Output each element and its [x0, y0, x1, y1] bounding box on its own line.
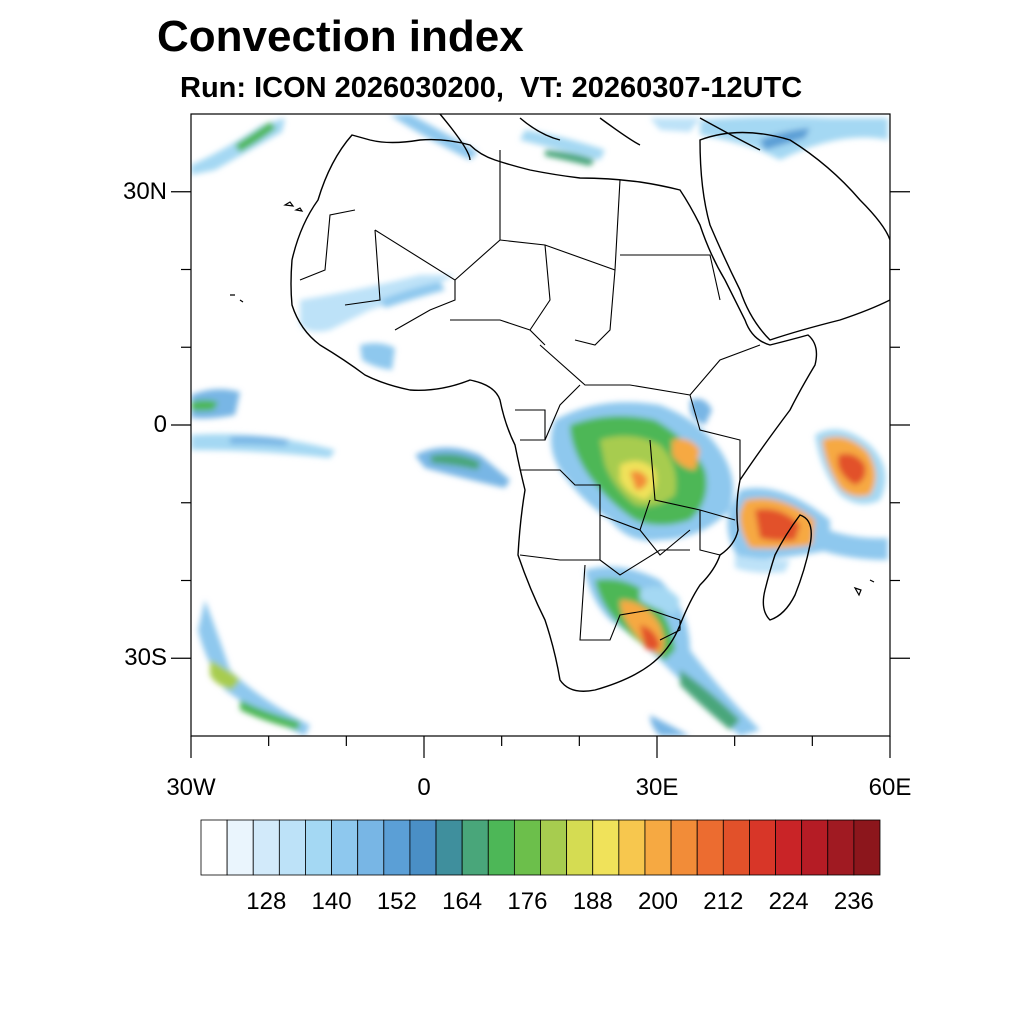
- convection-field: [191, 114, 888, 736]
- colorbar-swatch: [278, 819, 306, 876]
- map-frame: [190, 113, 891, 737]
- colorbar-swatch: [461, 819, 489, 876]
- colorbar-swatch: [513, 819, 541, 876]
- lon-label: 0: [417, 774, 431, 801]
- colorbar-swatch: [383, 819, 411, 876]
- lat-label: 0: [153, 411, 167, 438]
- colorbar-label: 188: [572, 888, 613, 915]
- colorbar-swatch: [801, 819, 829, 876]
- colorbar-swatch: [775, 819, 803, 876]
- colorbar-swatch: [331, 819, 359, 876]
- country-borders: [299, 150, 761, 641]
- colorbar-label: 128: [246, 888, 287, 915]
- colorbar-swatch: [487, 819, 515, 876]
- colorbar-label: 200: [637, 888, 679, 915]
- coastlines: [290, 114, 890, 692]
- islands: [230, 201, 875, 597]
- lon-label: 30E: [635, 774, 679, 801]
- colorbar-swatch: [252, 819, 280, 876]
- colorbar-swatch: [749, 819, 776, 876]
- lon-label: 60E: [868, 774, 912, 801]
- colorbar-swatch: [722, 819, 750, 876]
- colorbar-swatch: [357, 819, 385, 876]
- colorbar-label: 140: [311, 888, 352, 915]
- colorbar-label: 212: [703, 888, 744, 915]
- colorbar-label: 152: [376, 888, 417, 915]
- colorbar-swatch: [409, 819, 437, 876]
- colorbar-swatch: [592, 819, 620, 876]
- map-title: Convection index: [157, 12, 524, 61]
- colorbar-swatch: [226, 819, 254, 876]
- colorbar-swatch: [566, 819, 594, 876]
- colorbar: [200, 819, 881, 876]
- colorbar-label: 164: [442, 888, 483, 915]
- colorbar-swatch: [827, 819, 855, 876]
- colorbar-swatch: [696, 819, 724, 876]
- axis-ticks: [171, 191, 910, 758]
- colorbar-swatch: [670, 819, 698, 876]
- colorbar-swatch: [540, 819, 568, 876]
- colorbar-swatch: [644, 819, 672, 876]
- colorbar-label: 176: [507, 888, 548, 915]
- lat-label: 30N: [122, 177, 167, 205]
- colorbar-label: 224: [768, 888, 809, 915]
- colorbar-swatch: [305, 819, 332, 876]
- colorbar-swatch: [435, 819, 463, 876]
- colorbar-label: 236: [833, 888, 874, 915]
- lon-label: 30W: [166, 774, 216, 801]
- map-subtitle: Run: ICON 2026030200, VT: 20260307-12UTC: [180, 72, 803, 104]
- colorbar-swatch: [618, 819, 646, 876]
- colorbar-swatch: [200, 819, 228, 876]
- lat-label: 30S: [124, 644, 167, 672]
- colorbar-swatch: [853, 819, 881, 876]
